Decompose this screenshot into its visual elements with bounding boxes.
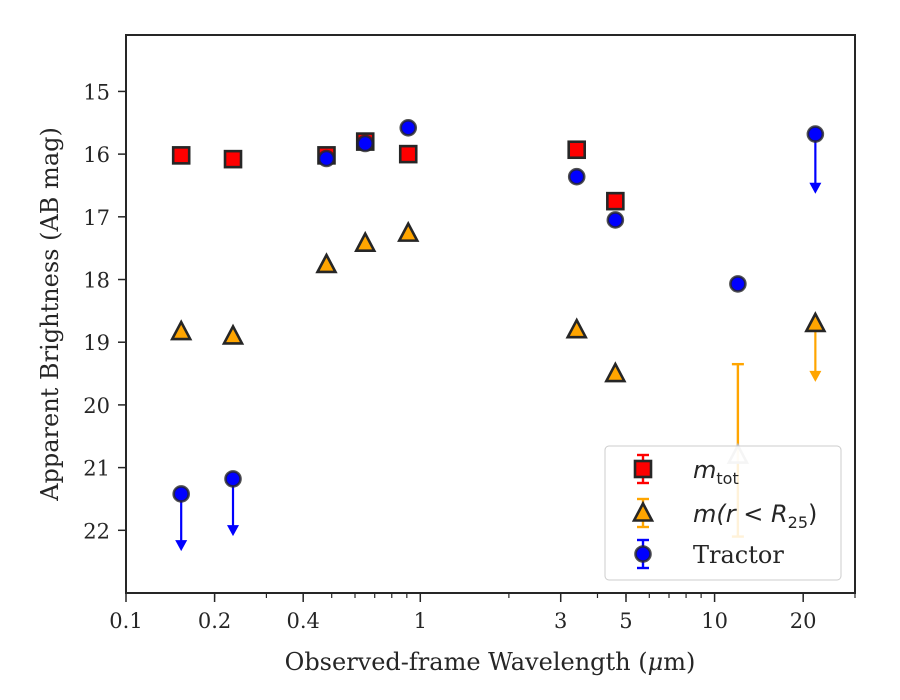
tractor-marker	[172, 485, 190, 503]
tractor-marker	[356, 134, 375, 153]
x-axis-title: Observed-frame Wavelength (μm)	[285, 648, 696, 676]
plot-frame	[125, 34, 856, 594]
x-tick-label: 20	[790, 609, 817, 633]
x-tick-label: 10	[701, 609, 728, 633]
mr25-marker	[565, 317, 588, 339]
mr25-marker	[315, 252, 338, 274]
mr25-upper-limit-arrow-head	[809, 370, 822, 382]
x-tick-label: 0.4	[286, 609, 319, 633]
x-tick-label: 0.1	[109, 609, 142, 633]
x-tick-label: 0.2	[198, 609, 231, 633]
mr25-marker	[804, 311, 827, 333]
tractor-upper-limit-arrow-head	[809, 182, 822, 194]
tractor-marker	[224, 470, 242, 488]
y-tick-label: 20	[83, 394, 110, 418]
tractor-marker	[729, 275, 747, 293]
y-tick-label: 19	[83, 331, 110, 355]
mtot-marker	[223, 149, 243, 169]
legend-label-mtot: mtot	[693, 456, 739, 488]
tractor-marker	[317, 149, 336, 168]
tractor-marker	[399, 118, 418, 137]
legend-mr25-marker	[631, 500, 655, 522]
mr25-marker	[170, 319, 193, 341]
y-tick-label: 17	[83, 206, 110, 230]
mr25-marker	[397, 220, 420, 242]
mtot-marker	[398, 144, 418, 164]
mr25-marker	[604, 361, 627, 383]
tractor-marker	[806, 125, 825, 143]
tractor-marker	[606, 211, 625, 229]
mr25-marker	[221, 323, 245, 345]
series-tractor	[172, 118, 825, 552]
legend-label-mr25: m(r < R25)	[693, 500, 817, 532]
mtot-marker	[567, 140, 587, 160]
y-axis-title: Apparent Brightness (AB mag)	[36, 127, 64, 502]
mtot-marker	[606, 191, 625, 211]
mtot-marker	[171, 146, 191, 165]
y-tick-label: 16	[83, 143, 110, 167]
y-tick-label: 22	[83, 519, 110, 543]
x-tick-label: 5	[619, 609, 632, 633]
legend-label-tractor: Tractor	[693, 541, 784, 569]
tractor-upper-limit-arrow-head	[227, 525, 240, 537]
y-tick-label: 15	[83, 80, 110, 104]
legend-tractor-marker	[634, 545, 652, 563]
y-tick-label: 18	[83, 269, 110, 293]
legend-box	[604, 445, 842, 581]
tractor-upper-limit-arrow-head	[175, 540, 188, 552]
legend: mtot m(r < R25) Tractor	[604, 445, 842, 581]
x-tick-label: 1	[414, 609, 427, 633]
x-tick-label: 3	[554, 609, 567, 633]
tractor-marker	[567, 167, 586, 186]
mr25-marker	[354, 230, 377, 252]
y-tick-label: 21	[83, 457, 110, 481]
legend-mtot-marker	[633, 459, 653, 479]
